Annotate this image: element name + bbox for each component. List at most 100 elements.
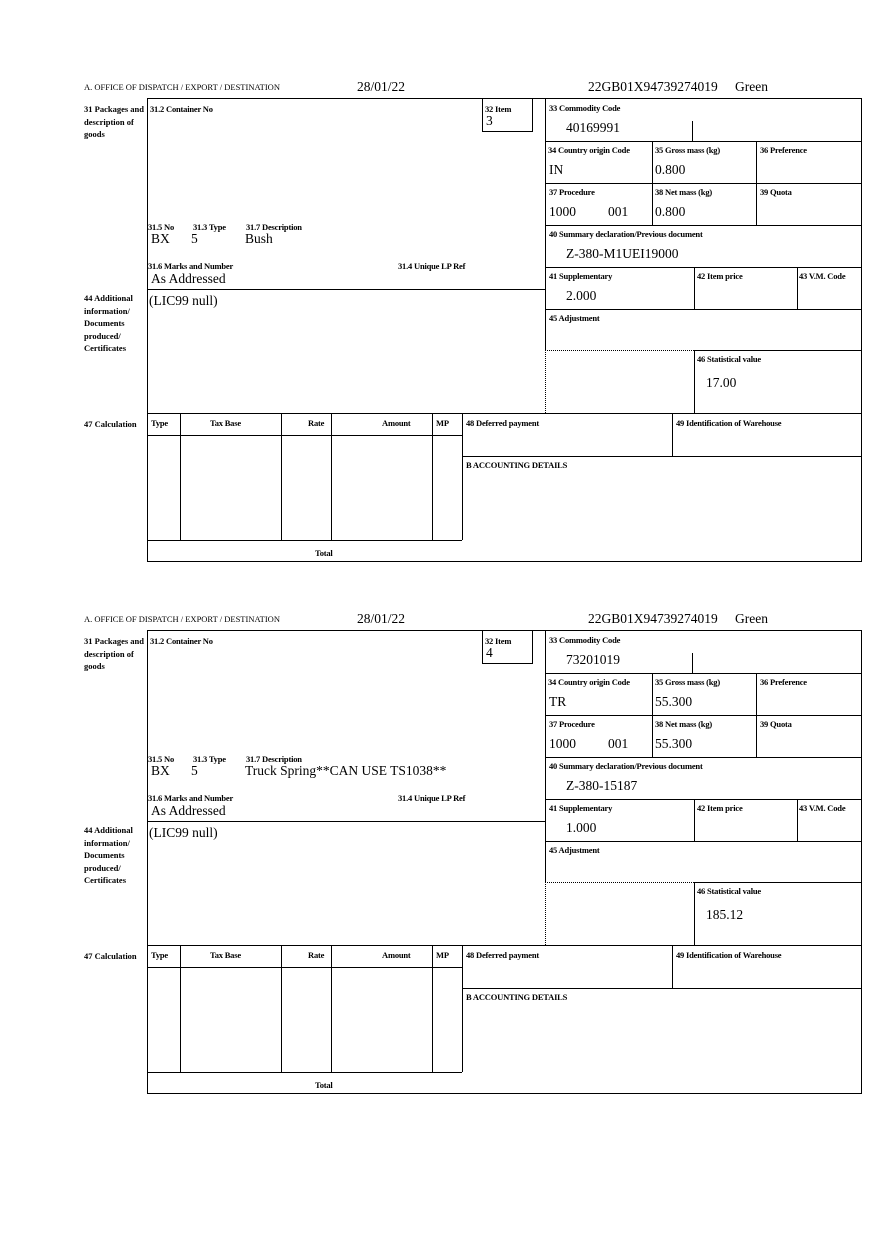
net-mass-label: 38 Net mass (kg) <box>655 719 713 729</box>
marks-value: As Addressed <box>151 271 226 286</box>
divider <box>147 945 862 946</box>
procedure-label: 37 Procedure <box>549 719 595 729</box>
divider <box>861 98 862 561</box>
divider <box>147 561 862 562</box>
procedure: 1000 <box>549 204 576 219</box>
net-mass: 0.800 <box>655 204 686 219</box>
additional-info-value: (LIC99 null) <box>149 825 218 840</box>
item-label: 32 Item <box>485 104 512 114</box>
divider <box>545 225 862 226</box>
declaration-item-form: A. OFFICE OF DISPATCH / EXPORT / DESTINA… <box>0 532 882 1094</box>
divider <box>532 98 533 131</box>
accounting-details-label: B ACCOUNTING DETAILS <box>466 992 568 1002</box>
box44-label: 44 Additional information/ Documents pro… <box>84 293 133 353</box>
item-price-label: 42 Item price <box>697 803 743 813</box>
country-origin: TR <box>549 694 567 709</box>
reference-number: 22GB01X94739274019 <box>588 79 718 94</box>
divider <box>797 267 798 309</box>
procedure-additional: 001 <box>608 204 629 219</box>
divider <box>432 413 433 540</box>
item-number: 3 <box>486 113 493 128</box>
country-origin: IN <box>549 162 564 177</box>
item-label: 32 Item <box>485 636 512 646</box>
adjustment-label: 45 Adjustment <box>549 845 600 855</box>
container-no-label: 31.2 Container No <box>150 636 213 646</box>
box31-label: 31 Packages and description of goods <box>84 104 144 139</box>
divider <box>147 540 462 541</box>
divider <box>545 350 694 351</box>
divider <box>545 141 862 142</box>
country-origin-label: 34 Country origin Code <box>548 145 630 155</box>
divider <box>147 289 545 290</box>
no-label: 31.5 No <box>148 754 174 764</box>
previous-document-label: 40 Summary declaration/Previous document <box>549 229 703 239</box>
divider <box>694 882 695 945</box>
type-label: 31.3 Type <box>193 754 226 764</box>
deferred-payment-label: 48 Deferred payment <box>466 950 539 960</box>
divider <box>432 945 433 1072</box>
divider <box>545 630 546 882</box>
divider <box>331 413 332 540</box>
country-origin-label: 34 Country origin Code <box>548 677 630 687</box>
description-label: 31.7 Description <box>246 222 302 232</box>
accounting-details-label: B ACCOUNTING DETAILS <box>466 460 568 470</box>
adjustment-label: 45 Adjustment <box>549 313 600 323</box>
divider <box>147 630 148 1093</box>
container-no-label: 31.2 Container No <box>150 104 213 114</box>
statistical-value-label: 46 Statistical value <box>697 886 761 896</box>
divider <box>756 673 757 757</box>
route-status: Green <box>735 611 768 626</box>
total-label: Total <box>315 548 333 558</box>
divider <box>545 98 546 350</box>
goods-description: Bush <box>245 231 273 246</box>
office-heading: A. OFFICE OF DISPATCH / EXPORT / DESTINA… <box>84 614 280 624</box>
divider <box>147 967 462 968</box>
divider <box>545 350 546 413</box>
marks-value: As Addressed <box>151 803 226 818</box>
previous-document: Z-380-M1UEI19000 <box>566 246 679 261</box>
box47-label: 47 Calculation <box>84 419 137 429</box>
divider <box>861 630 862 1093</box>
divider <box>180 413 181 540</box>
net-mass: 55.300 <box>655 736 693 751</box>
col-mp: MP <box>436 418 449 428</box>
col-mp: MP <box>436 950 449 960</box>
divider <box>545 715 862 716</box>
marks-label: 31.6 Marks and Number <box>148 793 234 803</box>
gross-mass: 55.300 <box>655 694 693 709</box>
divider <box>462 456 862 457</box>
warehouse-id-label: 49 Identification of Warehouse <box>676 418 782 428</box>
col-type: Type <box>151 418 168 428</box>
divider <box>147 821 545 822</box>
item-number: 4 <box>486 645 493 660</box>
vm-code-label: 43 V.M. Code <box>799 803 846 813</box>
description-label: 31.7 Description <box>246 754 302 764</box>
total-label: Total <box>315 1080 333 1090</box>
supplementary-units: 1.000 <box>566 820 597 835</box>
supplementary-label: 41 Supplementary <box>549 271 613 281</box>
package-type: 5 <box>191 231 198 246</box>
divider <box>462 413 463 540</box>
box47-label: 47 Calculation <box>84 951 137 961</box>
gross-mass-label: 35 Gross mass (kg) <box>655 677 720 687</box>
item-price-label: 42 Item price <box>697 271 743 281</box>
col-rate: Rate <box>308 418 325 428</box>
previous-document-label: 40 Summary declaration/Previous document <box>549 761 703 771</box>
office-heading: A. OFFICE OF DISPATCH / EXPORT / DESTINA… <box>84 82 280 92</box>
divider <box>652 141 653 225</box>
supplementary-label: 41 Supplementary <box>549 803 613 813</box>
divider <box>545 841 862 842</box>
declaration-item-form: A. OFFICE OF DISPATCH / EXPORT / DESTINA… <box>0 0 882 562</box>
statistical-value: 17.00 <box>706 375 737 390</box>
col-tax-base: Tax Base <box>210 950 241 960</box>
date: 28/01/22 <box>357 611 406 626</box>
col-tax-base: Tax Base <box>210 418 241 428</box>
divider <box>147 1093 862 1094</box>
net-mass-label: 38 Net mass (kg) <box>655 187 713 197</box>
divider <box>331 945 332 1072</box>
divider <box>147 630 862 631</box>
divider <box>652 673 653 757</box>
procedure-label: 37 Procedure <box>549 187 595 197</box>
divider <box>482 98 483 131</box>
commodity-code: 73201019 <box>566 652 620 667</box>
